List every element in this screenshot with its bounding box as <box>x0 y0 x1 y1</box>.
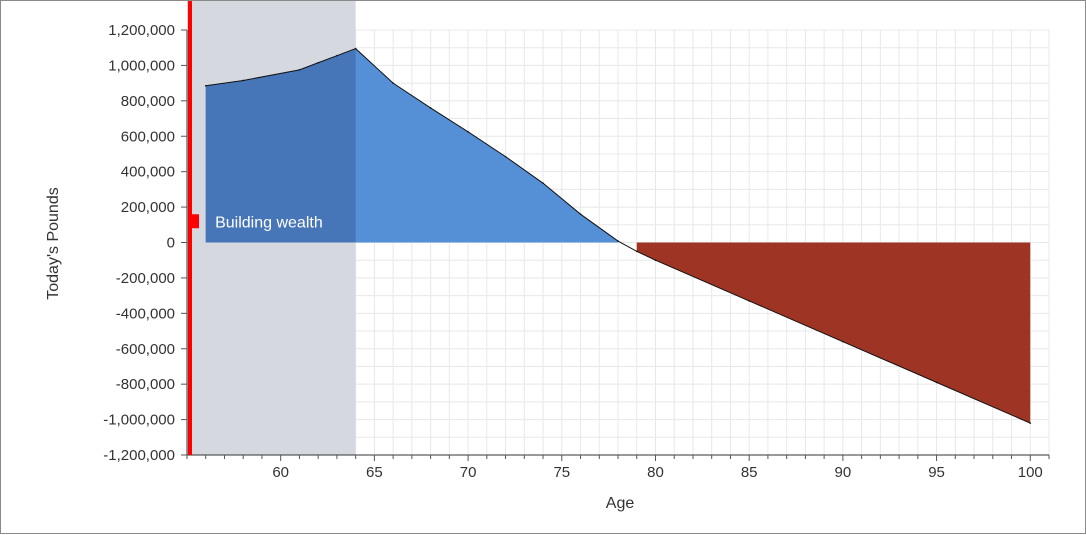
phase-label: Building wealth <box>215 214 323 231</box>
y-tick-label: -1,000,000 <box>103 412 175 429</box>
y-tick-label: 800,000 <box>121 93 175 110</box>
data-point <box>654 259 657 262</box>
data-point <box>617 240 619 242</box>
y-tick-label: -600,000 <box>116 341 175 358</box>
data-point <box>635 250 638 253</box>
x-tick-label: 70 <box>460 464 477 481</box>
data-point <box>392 82 394 84</box>
y-tick-label: -400,000 <box>116 305 175 322</box>
axes: 60 65 70 75 80 85 90 95 100 1,200,000 1,000,000 800… <box>103 22 1050 481</box>
data-point <box>336 54 338 57</box>
y-tick-label: 400,000 <box>121 164 175 181</box>
y-tick-label: -1,200,000 <box>103 447 175 464</box>
x-tick-label: 65 <box>366 464 383 481</box>
x-tick-label: 75 <box>553 464 570 481</box>
x-tick-label: 80 <box>647 464 664 481</box>
data-point <box>842 340 844 343</box>
data-point <box>748 300 750 302</box>
data-point <box>298 69 301 71</box>
x-tick-label: 90 <box>835 464 852 481</box>
positive-area-in-phase <box>205 48 356 243</box>
y-tick-label: 0 <box>167 235 175 252</box>
y-tick-label: 200,000 <box>121 199 175 216</box>
y-tick-label: 1,000,000 <box>108 57 175 74</box>
data-point <box>467 131 469 133</box>
negative-area <box>636 242 1031 424</box>
data-point <box>935 381 938 384</box>
y-axis-title: Today's Pounds <box>45 187 62 299</box>
data-point <box>204 84 207 87</box>
y-tick-label: 600,000 <box>121 128 175 145</box>
y-tick-label: -200,000 <box>116 270 175 287</box>
area-series <box>204 47 1032 424</box>
y-tick-label: 1,200,000 <box>108 22 175 39</box>
data-point <box>504 155 507 158</box>
x-tick-label: 100 <box>1018 464 1043 481</box>
data-point <box>1029 422 1032 424</box>
x-tick-label: 85 <box>741 464 758 481</box>
data-point <box>317 61 319 64</box>
data-point <box>579 213 582 215</box>
x-tick-label: 95 <box>928 464 945 481</box>
data-point <box>242 79 245 82</box>
data-point <box>429 107 432 109</box>
data-point <box>542 182 544 184</box>
y-tick-label: -800,000 <box>116 376 175 393</box>
phase-marker <box>192 214 199 229</box>
x-tick-label: 60 <box>272 464 289 481</box>
data-point <box>354 47 357 50</box>
x-axis-title: Age <box>606 495 635 512</box>
